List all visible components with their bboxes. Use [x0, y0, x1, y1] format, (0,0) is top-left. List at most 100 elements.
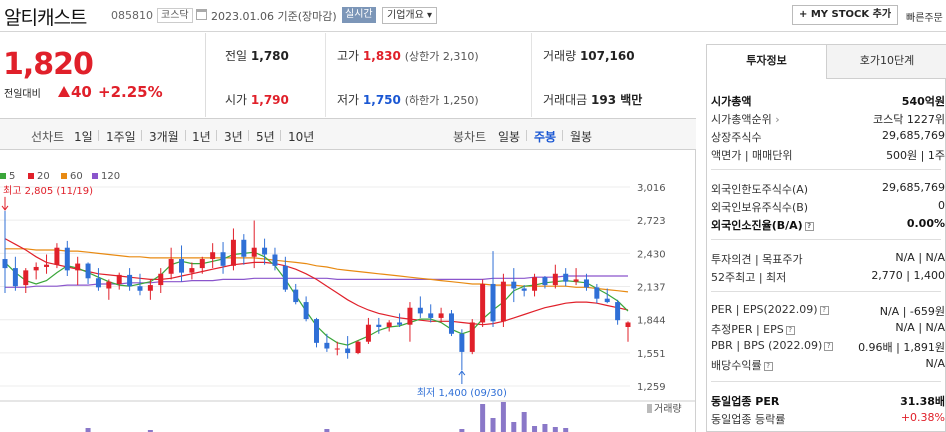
- info-key: 외국인소진율(B/A)?: [711, 217, 814, 233]
- info-key: 동일업종 PER: [711, 395, 780, 408]
- candle-body: [147, 285, 153, 291]
- candle-body: [552, 273, 558, 286]
- volume-bar: [500, 402, 506, 432]
- info-key: 액면가 | 매매단위: [711, 149, 793, 162]
- candle-body: [365, 324, 371, 342]
- price-chart[interactable]: 3,016 2,723 2,430 2,137 1,844 1,551 1,259 최고 2,…: [0, 150, 696, 432]
- price-stats: 전일 1,780 고가 1,830 (상한가 2,310) 거래량 107,16…: [205, 33, 696, 117]
- range-10y[interactable]: 10년: [288, 130, 315, 144]
- candle-body: [106, 281, 112, 289]
- range-1y[interactable]: 1년: [192, 130, 211, 144]
- info-row: 외국인보유주식수(B) 0: [711, 197, 945, 215]
- candle-body: [573, 279, 579, 282]
- range-5y[interactable]: 5년: [256, 130, 275, 144]
- date-basis: 기준(장마감): [277, 10, 337, 23]
- candle-body: [54, 247, 60, 265]
- date-value: 2023.01.06: [211, 10, 274, 23]
- range-3y[interactable]: 3년: [224, 130, 243, 144]
- info-row: PER | EPS(2022.09)? N/A | -659원: [711, 301, 945, 319]
- divider: [185, 130, 186, 141]
- candle-body: [64, 247, 70, 271]
- info-key: 투자의견 | 목표주가: [711, 253, 803, 266]
- max-arrow-icon: [1, 205, 9, 211]
- calendar-icon: [196, 9, 207, 20]
- info-value: 0: [938, 199, 945, 212]
- trade-amount: 거래대금 193 백만: [543, 91, 642, 108]
- help-icon[interactable]: ?: [763, 362, 773, 371]
- info-row: 동일업종 PER 31.38배: [711, 391, 945, 409]
- candle-body: [386, 322, 392, 327]
- candle-body: [469, 322, 475, 352]
- candle-body: [199, 259, 205, 269]
- candle-body: [33, 266, 39, 271]
- range-1w[interactable]: 1주일: [106, 130, 136, 144]
- candle-body: [407, 307, 413, 325]
- tab-investment-info[interactable]: 투자정보: [707, 45, 827, 79]
- candle-body: [95, 278, 101, 288]
- info-value: 0.96배 | 1,891원: [858, 341, 945, 354]
- candle-body: [127, 274, 133, 287]
- quick-order-link[interactable]: 빠른주문: [906, 13, 943, 24]
- divider: [711, 291, 941, 292]
- candle-body: [355, 341, 361, 354]
- info-row: 투자의견 | 목표주가 N/A | N/A: [711, 249, 945, 267]
- candle-body: [324, 342, 330, 349]
- candle-body: [210, 252, 216, 260]
- candle-body: [583, 279, 589, 288]
- info-key: 외국인한도주식수(A): [711, 183, 809, 196]
- prev-value: 1,780: [250, 49, 289, 63]
- current-price: 1,820: [3, 47, 94, 82]
- candle-body: [480, 283, 486, 323]
- info-value: N/A | N/A: [895, 321, 945, 334]
- add-mystock-button[interactable]: + MY STOCK 추가: [792, 5, 899, 25]
- candle-weekly[interactable]: 주봉: [534, 130, 557, 144]
- candle-body: [2, 259, 8, 269]
- candle-monthly[interactable]: 월봉: [570, 130, 593, 144]
- divider: [325, 33, 326, 117]
- candle-body: [345, 348, 351, 354]
- info-row: 추정PER | EPS? N/A | N/A: [711, 319, 945, 337]
- realtime-button[interactable]: 실시간: [342, 7, 376, 23]
- company-overview-dropdown[interactable]: 기업개요 ▾: [382, 7, 438, 24]
- help-icon[interactable]: ?: [819, 306, 829, 315]
- info-row: 시가총액순위 › 코스닥 1227위: [711, 109, 945, 127]
- info-key: 52주최고 | 최저: [711, 271, 787, 284]
- volume-bar: [147, 430, 153, 432]
- info-key: PBR | BPS (2022.09)?: [711, 339, 834, 352]
- help-icon[interactable]: ?: [785, 326, 795, 335]
- info-value: N/A | -659원: [879, 305, 945, 318]
- swatch: [61, 173, 67, 179]
- swatch: [28, 173, 34, 179]
- candle-body: [293, 289, 299, 303]
- help-icon[interactable]: ?: [804, 222, 814, 231]
- volume-bar: [490, 418, 496, 432]
- candle-body: [272, 254, 278, 266]
- help-icon[interactable]: ?: [824, 342, 834, 351]
- divider: [562, 130, 563, 141]
- y-tick-label: 1,259: [637, 382, 666, 393]
- range-1d[interactable]: 1일: [74, 130, 93, 144]
- chevron-right-icon[interactable]: ›: [771, 113, 780, 126]
- candle-body: [397, 322, 403, 325]
- divider: [531, 33, 532, 117]
- divider: [526, 130, 527, 141]
- amount-value: 193 백만: [591, 93, 643, 107]
- legend-ma60: 60: [61, 171, 83, 182]
- range-3m[interactable]: 3개월: [149, 130, 179, 144]
- candle-body: [220, 252, 226, 266]
- info-row: 액면가 | 매매단위 500원 | 1주: [711, 145, 945, 163]
- candle-body: [542, 277, 548, 286]
- candle-body: [314, 319, 319, 343]
- volume-bar: [532, 426, 538, 432]
- y-tick-label: 1,551: [637, 349, 666, 360]
- candle-body: [532, 277, 538, 291]
- swatch: [0, 173, 6, 179]
- info-value: 500원 | 1주: [886, 149, 945, 162]
- candle-daily[interactable]: 일봉: [498, 130, 521, 144]
- info-row: 외국인한도주식수(A) 29,685,769: [711, 179, 945, 197]
- high-price: 고가 1,830 (상한가 2,310): [337, 47, 479, 64]
- info-value: 2,770 | 1,400: [871, 269, 945, 282]
- tab-order-book[interactable]: 호가10단계: [827, 45, 946, 79]
- candle-body: [116, 274, 122, 284]
- up-triangle-icon: [58, 86, 70, 97]
